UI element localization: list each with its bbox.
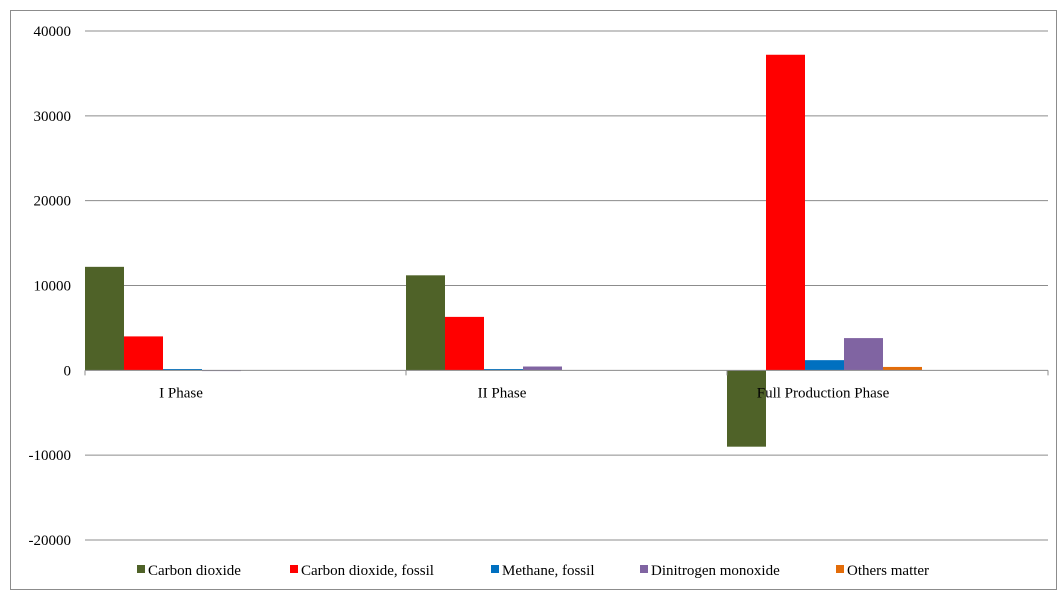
legend-swatch [491,565,499,573]
bar [844,338,883,371]
legend-label: Carbon dioxide, fossil [301,563,434,579]
y-tick-label: -10000 [29,448,72,464]
x-axis-ticks: I Phase II Phase Full Production Phase [159,385,889,401]
legend-label: Others matter [847,563,929,579]
legend-item: Carbon dioxide [137,563,241,579]
y-tick-label: 10000 [34,279,72,295]
bar [85,266,124,371]
legend-item: Others matter [836,563,929,579]
y-tick-label: 0 [64,363,72,379]
x-tick-label: Full Production Phase [757,385,890,401]
bar [124,336,163,371]
zero-axis [84,369,1049,376]
y-tick-label: 20000 [34,194,72,210]
bars [85,54,922,447]
legend-item: Dinitrogen monoxide [640,563,780,579]
legend-item: Carbon dioxide, fossil [290,563,434,579]
bar [883,366,922,371]
gridlines [85,30,1048,541]
legend-item: Methane, fossil [491,563,594,579]
legend-label: Dinitrogen monoxide [651,563,780,579]
x-tick-label: I Phase [159,385,203,401]
y-tick-label: 30000 [34,109,72,125]
bar [727,370,766,447]
bar [766,54,805,371]
legend: Carbon dioxide Carbon dioxide, fossil Meth… [137,563,929,579]
legend-swatch [290,565,298,573]
bar [523,366,562,371]
legend-label: Carbon dioxide [148,563,241,579]
chart-frame [10,10,1057,590]
bar [406,275,445,371]
legend-swatch [836,565,844,573]
legend-swatch [137,565,145,573]
legend-label: Methane, fossil [502,563,594,579]
bar [805,360,844,371]
y-tick-label: 40000 [34,24,72,40]
bar [445,316,484,371]
x-tick-label: II Phase [478,385,527,401]
bar [484,369,523,371]
y-axis-ticks: -20000 -10000 0 10000 20000 30000 40000 [29,24,72,549]
bar [163,369,202,371]
y-tick-label: -20000 [29,533,72,549]
legend-swatch [640,565,648,573]
